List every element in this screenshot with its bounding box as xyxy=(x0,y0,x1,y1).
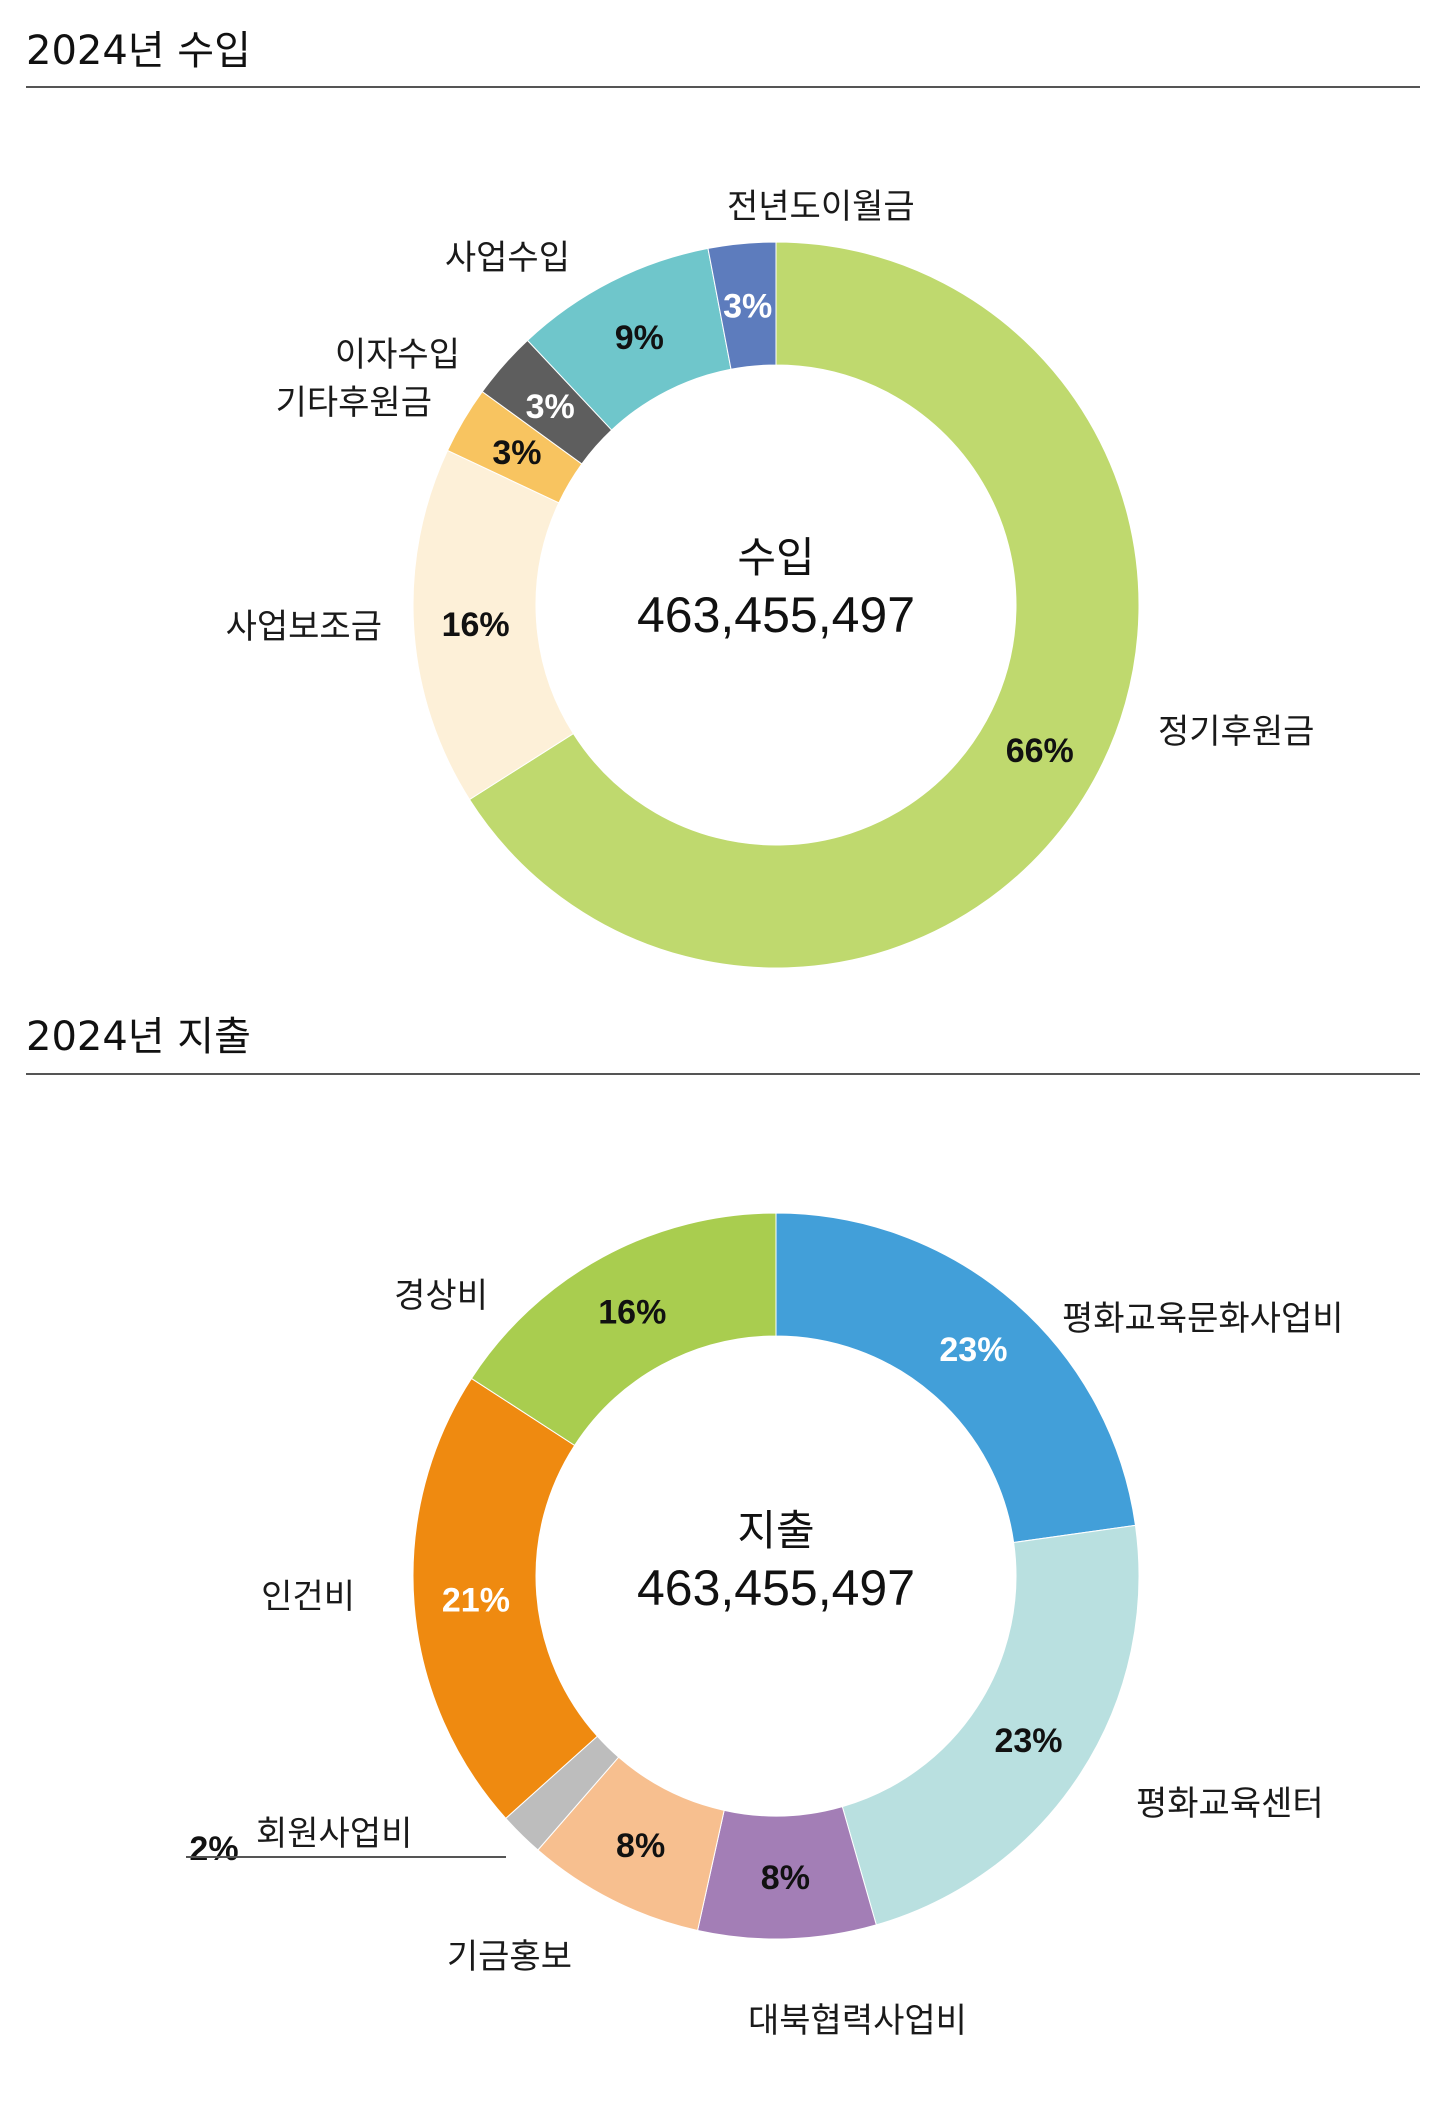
expense-category-label-7: 경상비 xyxy=(394,1276,488,1316)
income-category-label-1: 정기후원금 xyxy=(1158,712,1314,752)
expense-category-label-2: 평화교육센터 xyxy=(1136,1784,1324,1824)
income-center-title: 수입 xyxy=(737,533,814,582)
income-category-label-5: 사업수입 xyxy=(445,238,570,278)
income-donut-chart: 66% 16% 3% 3% 9% 3% 정기후원금 사업보조금 기타후원금 이자수입 사업수입 전년… xyxy=(226,187,1314,969)
income-percent-label-3: 3% xyxy=(492,434,541,472)
expense-percent-label-7: 16% xyxy=(598,1294,666,1332)
income-percent-label-1: 66% xyxy=(1006,732,1074,770)
expense-category-label-1: 평화교육문화사업비 xyxy=(1062,1299,1344,1339)
expense-percent-label-2: 23% xyxy=(994,1722,1062,1760)
expense-category-label-3: 대북협력사업비 xyxy=(748,2001,967,2041)
income-center-value: 463,455,497 xyxy=(637,587,915,643)
income-heading-rule xyxy=(26,86,1420,88)
expense-category-label-6: 인건비 xyxy=(261,1577,355,1617)
income-percent-label-5: 9% xyxy=(615,319,664,357)
income-category-label-6: 전년도이월금 xyxy=(727,187,915,227)
expense-percent-label-5: 2% xyxy=(189,1830,238,1868)
expense-category-label-5: 회원사업비 xyxy=(256,1814,412,1854)
income-slice-1 xyxy=(468,241,1140,969)
expense-percent-label-4: 8% xyxy=(616,1827,665,1865)
expense-percent-label-3: 8% xyxy=(761,1859,810,1897)
income-percent-label-2: 16% xyxy=(442,606,510,644)
income-category-label-2: 사업보조금 xyxy=(226,607,382,647)
income-category-label-4: 이자수입 xyxy=(335,335,460,375)
expense-slice-1 xyxy=(775,1212,1137,1544)
expense-center-title: 지출 xyxy=(737,1506,814,1555)
income-percent-label-4: 3% xyxy=(526,388,575,426)
income-category-label-3: 기타후원금 xyxy=(276,383,432,423)
expense-percent-label-6: 21% xyxy=(442,1581,510,1619)
income-slice-6 xyxy=(707,241,777,370)
expense-center-value: 463,455,497 xyxy=(637,1560,915,1616)
expense-slice-7 xyxy=(470,1212,777,1447)
expense-percent-label-1: 23% xyxy=(939,1331,1007,1369)
expense-donut-chart: 23% 23% 8% 8% 2% 21% 16% 평화교육문화사업비평화교육센터대북협력사업… xyxy=(186,1212,1344,2041)
expense-category-label-4: 기금홍보 xyxy=(447,1937,572,1977)
expense-heading-rule xyxy=(26,1073,1420,1075)
income-heading: 2024년 수입 xyxy=(26,28,251,74)
expense-heading: 2024년 지출 xyxy=(26,1014,251,1060)
expense-slice-6 xyxy=(412,1377,599,1820)
expense-slice-2 xyxy=(841,1524,1140,1926)
income-percent-label-6: 3% xyxy=(723,287,772,325)
